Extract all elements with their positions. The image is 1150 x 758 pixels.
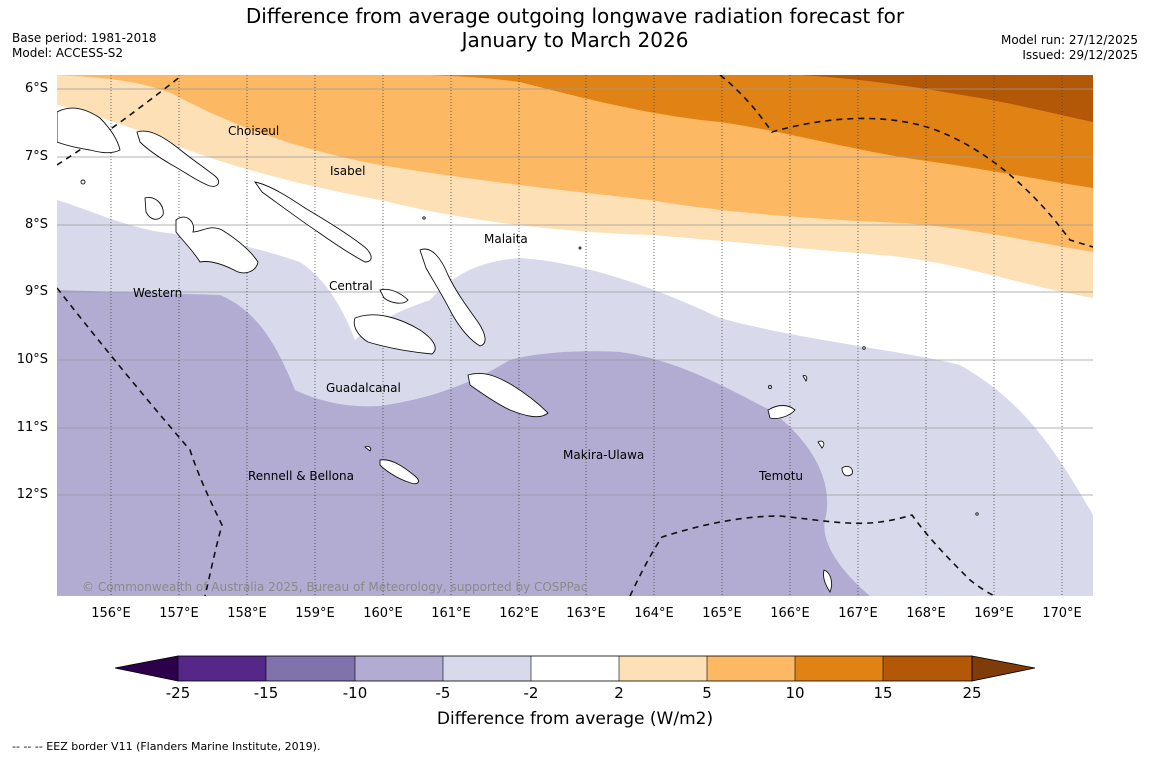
anuta-island — [823, 569, 833, 593]
tikopia-island — [768, 385, 772, 389]
isabel-island — [253, 181, 372, 263]
chart-title: Difference from average outgoing longwav… — [0, 4, 1150, 52]
colorbar-tick-label: 5 — [702, 684, 712, 702]
issued-date: Issued: 29/12/2025 — [1022, 48, 1138, 62]
colorbar-tick-label: -10 — [342, 684, 368, 702]
duff-island — [862, 346, 866, 350]
guadalcanal-island — [467, 373, 549, 418]
base-period: Base period: 1981-2018 — [12, 31, 157, 45]
colorbar-segment — [266, 656, 355, 681]
colorbar-segment — [355, 656, 443, 681]
colorbar-tick-label: -15 — [253, 684, 279, 702]
band-minus10-to-minus5 — [57, 290, 870, 596]
makira-island — [379, 459, 419, 485]
province-label-western: Western — [133, 286, 182, 300]
new-georgia-group — [175, 216, 259, 274]
vella-lavella-island — [144, 197, 164, 220]
colorbar-title: Difference from average (W/m2) — [436, 709, 714, 729]
band-15-to-25 — [800, 75, 1093, 122]
colorbar-tick-label: 25 — [962, 684, 982, 702]
lon-label: 169°E — [974, 606, 1014, 621]
lon-label: 168°E — [906, 606, 946, 621]
vanikoro-island — [841, 465, 853, 477]
colorbar-over-arrow — [971, 655, 1036, 682]
province-label-malaita: Malaita — [484, 232, 528, 246]
lat-label: 6°S — [24, 81, 48, 96]
lon-label: 164°E — [634, 606, 674, 621]
lon-label: 170°E — [1042, 606, 1082, 621]
colorbar-segment — [443, 656, 531, 681]
colorbar-under-arrow — [114, 655, 179, 682]
lat-label: 9°S — [24, 284, 48, 299]
rennell-island — [364, 445, 372, 452]
colorbar-segment — [707, 656, 795, 681]
colorbar-tick-label: 2 — [614, 684, 624, 702]
shortland-island — [80, 179, 86, 185]
bougainville-island — [57, 107, 121, 154]
lon-label: 158°E — [227, 606, 267, 621]
eez-legend-note: -- -- -- EEZ border V11 (Flanders Marine… — [12, 740, 321, 753]
santa-cruz-island — [767, 405, 796, 419]
colorbar-segment — [531, 656, 619, 681]
colorbar-tick-label: -25 — [165, 684, 191, 702]
colorbar — [114, 655, 1036, 682]
lat-label: 10°S — [16, 352, 48, 367]
colorbar-segment — [795, 656, 883, 681]
copyright-notice: © Commonwealth of Australia 2025, Bureau… — [82, 580, 588, 594]
sikaiana-island — [578, 246, 582, 250]
metadata-right: Model run: 27/12/2025 Issued: 29/12/2025 — [1001, 33, 1138, 63]
colorbar-tick-label: -5 — [435, 684, 451, 702]
colorbar-tick-label: 15 — [873, 684, 893, 702]
province-label-rennell-bellona: Rennell & Bellona — [248, 469, 354, 483]
colorbar-tick-label: 10 — [785, 684, 805, 702]
model-name: Model: ACCESS-S2 — [12, 46, 124, 60]
lon-label: 156°E — [91, 606, 131, 621]
lon-label: 157°E — [159, 606, 199, 621]
lon-label: 166°E — [770, 606, 810, 621]
latitude-gridlines — [57, 88, 1093, 496]
lon-label: 165°E — [702, 606, 742, 621]
colorbar-segment — [883, 656, 972, 681]
title-line-1: Difference from average outgoing longwav… — [245, 4, 905, 28]
province-labels: Choiseul Isabel Malaita Western Central … — [133, 124, 803, 483]
province-label-makira-ulawa: Makira-Ulawa — [563, 448, 644, 462]
colorbar-segment — [178, 656, 266, 681]
colorbar-dividers — [265, 656, 884, 681]
lat-label: 8°S — [24, 217, 48, 232]
metadata-left: Base period: 1981-2018 Model: ACCESS-S2 — [12, 31, 157, 61]
province-label-choiseul: Choiseul — [228, 124, 279, 138]
lon-label: 161°E — [431, 606, 471, 621]
florida-islands — [353, 314, 436, 355]
fatutaka-island — [975, 512, 979, 516]
lon-label: 159°E — [295, 606, 335, 621]
utupua-island — [817, 440, 825, 449]
province-label-central: Central — [329, 279, 373, 293]
lon-label: 167°E — [838, 606, 878, 621]
lon-label: 163°E — [566, 606, 606, 621]
ontong-java-island — [422, 216, 426, 220]
lat-label: 7°S — [24, 149, 48, 164]
lon-label: 162°E — [499, 606, 539, 621]
malaita-island — [419, 248, 486, 347]
map-area: Choiseul Isabel Malaita Western Central … — [57, 75, 1093, 596]
province-label-guadalcanal: Guadalcanal — [326, 381, 401, 395]
province-label-isabel: Isabel — [330, 164, 365, 178]
band-10-to-15 — [430, 75, 1093, 188]
title-line-2: January to March 2026 — [461, 28, 689, 52]
lat-label: 12°S — [16, 487, 48, 502]
colorbar-tick-label: -2 — [523, 684, 539, 702]
province-label-temotu: Temotu — [758, 469, 803, 483]
model-run: Model run: 27/12/2025 — [1000, 33, 1138, 47]
russell-islands — [379, 288, 409, 304]
colorbar-outline — [177, 655, 973, 682]
islands — [57, 107, 979, 593]
lat-label: 11°S — [16, 420, 48, 435]
lon-label: 160°E — [363, 606, 403, 621]
reef-islands — [802, 375, 808, 382]
eez-borders — [57, 75, 1093, 596]
choiseul-island — [136, 130, 220, 187]
colorbar-segment — [619, 656, 707, 681]
